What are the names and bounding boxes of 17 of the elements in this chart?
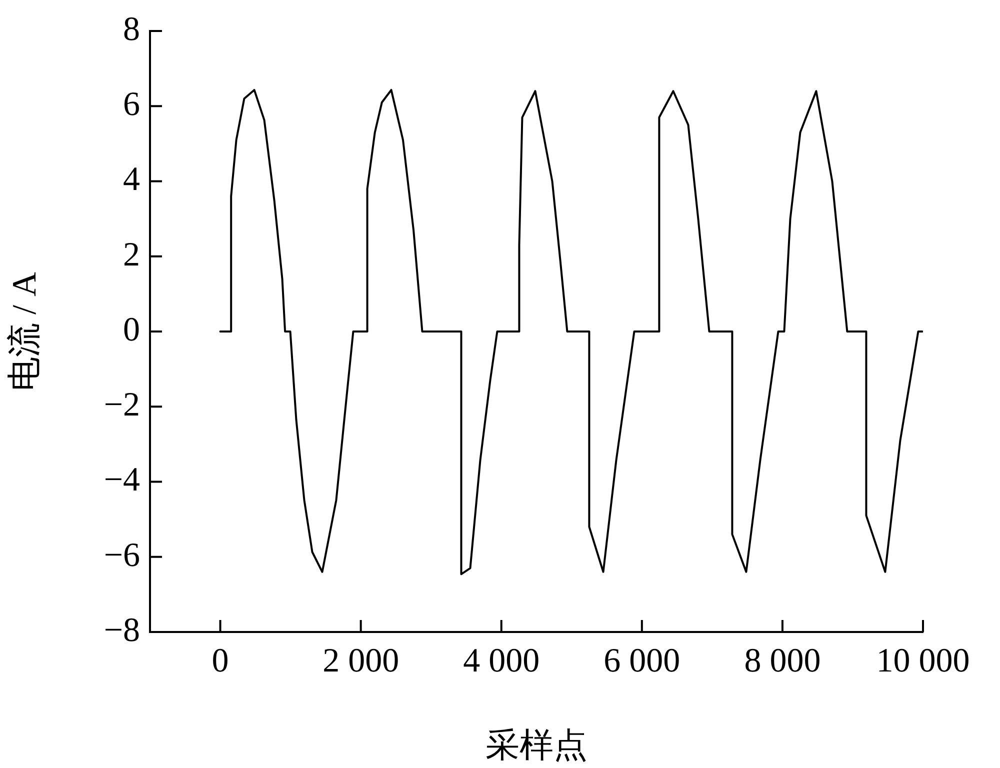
y-tick-label: −4: [104, 462, 140, 499]
y-tick-label: −2: [104, 386, 140, 424]
x-tick-label: 4 000: [463, 642, 540, 680]
y-tick-label: 2: [123, 236, 140, 274]
x-axis-title: 采样点: [486, 728, 588, 765]
x-tick-label: 6 000: [604, 642, 680, 680]
y-tick-label: 6: [123, 86, 140, 124]
y-tick-label: 8: [123, 10, 140, 48]
x-tick-label: 0: [212, 642, 229, 680]
y-tick-label: −8: [104, 612, 140, 649]
y-tick-label: 0: [123, 311, 140, 348]
y-tick-label: −6: [104, 536, 140, 574]
y-tick-label: 4: [123, 161, 140, 198]
x-tick-label: 10 000: [876, 642, 970, 680]
y-axis-title: 电流 / A: [6, 272, 44, 391]
x-tick-label: 8 000: [744, 642, 821, 680]
x-tick-label: 2 000: [322, 642, 400, 680]
